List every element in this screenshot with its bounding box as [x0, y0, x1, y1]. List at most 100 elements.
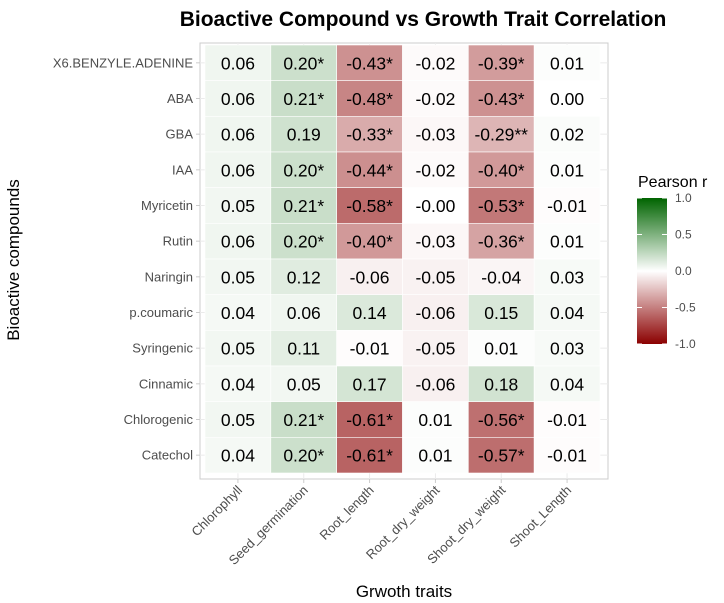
cell-value-label: -0.29**: [474, 125, 528, 145]
heatmap-cell: [204, 223, 272, 260]
cell-value-label: 0.01: [484, 339, 518, 359]
cell-value-label: -0.44*: [346, 160, 393, 180]
x-tick-label: Shoot_Length: [506, 483, 574, 551]
cell-value-label: 0.06: [221, 160, 255, 180]
cell-value-label: 0.00: [550, 89, 584, 109]
heatmap-cell: [270, 294, 337, 331]
heatmap-cell: [270, 44, 337, 81]
cell-value-label: -0.02: [415, 160, 455, 180]
cell-value-label: 0.20*: [283, 446, 324, 466]
x-tick-label: Chlorophyll: [188, 482, 245, 539]
heatmap-cell: [468, 80, 535, 117]
legend-tick-label: 0.5: [675, 228, 692, 242]
heatmap-cell: [270, 365, 337, 402]
cell-labels: 0.06 0.20* -0.43* -0.02 -0.39* 0.01 0.06 0.21* -…: [221, 53, 587, 465]
cell-value-label: -0.40*: [478, 160, 525, 180]
y-tick-label: Syringenic: [132, 341, 193, 356]
cell-value-label: -0.04: [481, 267, 521, 287]
heatmap-cell: [336, 258, 403, 295]
cell-value-label: 0.20*: [283, 232, 324, 252]
y-tick-label: p.coumaric: [129, 305, 193, 320]
heatmap-cell: [336, 330, 403, 367]
cell-value-label: 0.12: [287, 267, 321, 287]
heatmap-cell: [336, 44, 403, 81]
heatmap-cell: [270, 187, 337, 224]
cell-value-label: 0.18: [484, 374, 518, 394]
heatmap-cell: [533, 294, 601, 331]
y-tick-label: Catechol: [142, 448, 193, 463]
heatmap-cell: [533, 401, 601, 438]
cell-value-label: 0.11: [287, 339, 320, 359]
cell-value-label: 0.03: [550, 267, 584, 287]
y-axis-ticks: X6.BENZYLE.ADENINE ABA GBA IAA Myricetin Ruti…: [53, 55, 200, 463]
heatmap-cell: [270, 330, 337, 367]
cell-value-label: -0.06: [415, 303, 455, 323]
cell-value-label: 0.06: [287, 303, 321, 323]
heatmap-cell: [336, 437, 403, 474]
heatmap-cell: [533, 258, 601, 295]
heatmap-cell: [204, 330, 272, 367]
cell-value-label: 0.19: [287, 125, 321, 145]
cell-value-label: 0.06: [221, 89, 255, 109]
cell-value-label: -0.48*: [346, 89, 393, 109]
cell-value-label: 0.05: [287, 374, 321, 394]
heatmap-cell: [468, 365, 535, 402]
cell-value-label: 0.21*: [283, 410, 324, 430]
legend-title: Pearson r: [638, 174, 708, 191]
color-legend: Pearson r 1.0 0.5 0.0 -0.5 -1.0: [637, 174, 708, 351]
cell-value-label: 0.21*: [283, 196, 324, 216]
heatmap-cell: [204, 401, 272, 438]
heatmap-cell: [336, 116, 403, 153]
heatmap-cell: [468, 116, 535, 153]
chart-title: Bioactive Compound vs Growth Trait Corre…: [180, 8, 667, 31]
heatmap-cell: [270, 437, 337, 474]
heatmap-cell: [468, 223, 535, 260]
cell-value-label: -0.01: [350, 339, 390, 359]
heatmap-cell: [270, 151, 337, 188]
cell-value-label: -0.02: [415, 53, 455, 73]
heatmap-cell: [204, 187, 272, 224]
heatmap-cell: [533, 223, 601, 260]
cell-value-label: -0.57*: [478, 446, 525, 466]
heatmap-cell: [533, 80, 601, 117]
cell-value-label: 0.01: [550, 232, 584, 252]
heatmap-cell: [336, 401, 403, 438]
heatmap-cell: [402, 437, 469, 474]
heatmap-cell: [468, 437, 535, 474]
heatmap-cell: [270, 116, 337, 153]
legend-tick-label: -1.0: [675, 337, 696, 351]
cell-value-label: 0.05: [221, 339, 255, 359]
heatmap-cell: [204, 80, 272, 117]
cell-value-label: 0.15: [484, 303, 518, 323]
cell-value-label: -0.00: [415, 196, 455, 216]
cell-value-label: 0.06: [221, 232, 255, 252]
cell-value-label: 0.20*: [283, 53, 324, 73]
y-tick-label: Cinnamic: [139, 376, 194, 391]
cell-value-label: 0.05: [221, 267, 255, 287]
cell-value-label: -0.02: [415, 89, 455, 109]
y-tick-label: IAA: [172, 162, 193, 177]
cell-value-label: 0.04: [221, 303, 255, 323]
x-axis-title: Grwoth traits: [356, 582, 452, 601]
cell-value-label: 0.06: [221, 53, 255, 73]
y-tick-label: X6.BENZYLE.ADENINE: [53, 55, 193, 70]
legend-tick-label: 0.0: [675, 264, 692, 278]
cell-value-label: 0.02: [550, 125, 584, 145]
heatmap-cell: [468, 151, 535, 188]
heatmap-cell: [533, 437, 601, 474]
cell-value-label: -0.05: [415, 339, 455, 359]
heatmap-cell: [533, 365, 601, 402]
cell-value-label: -0.05: [415, 267, 455, 287]
cell-value-label: 0.06: [221, 125, 255, 145]
cell-value-label: 0.03: [550, 339, 584, 359]
cell-value-label: 0.20*: [283, 160, 324, 180]
y-axis-title: Bioactive compounds: [4, 179, 23, 341]
cell-value-label: -0.61*: [346, 410, 393, 430]
heatmap-cell: [402, 294, 469, 331]
y-tick-label: Rutin: [163, 234, 193, 249]
y-tick-label: Myricetin: [141, 198, 193, 213]
cell-value-label: 0.17: [353, 374, 387, 394]
x-tick-label: Root_length: [317, 483, 377, 543]
heatmap-cells: [204, 44, 601, 474]
